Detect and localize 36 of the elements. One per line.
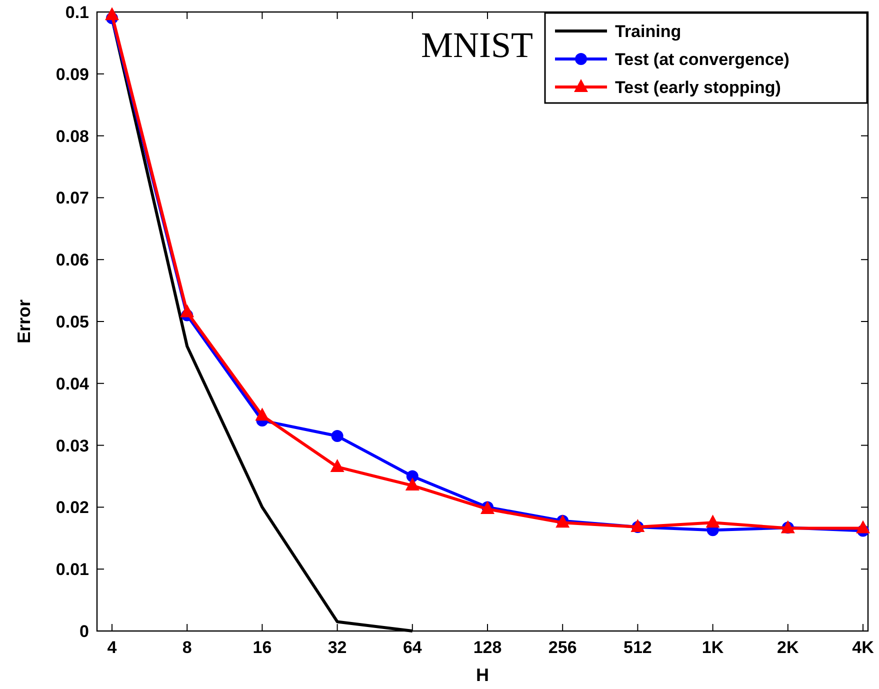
- y-tick-label: 0.09: [56, 64, 89, 84]
- x-tick-label: 128: [473, 638, 502, 657]
- legend-label: Test (at convergence): [615, 50, 790, 69]
- point: [405, 478, 420, 491]
- y-tick-label: 0.08: [56, 126, 89, 146]
- legend-label: Training: [615, 22, 682, 41]
- x-tick-label: 256: [548, 638, 577, 657]
- y-axis-title: Error: [14, 299, 34, 344]
- annotation: MNIST: [420, 25, 533, 65]
- y-tick-label: 0.03: [56, 436, 89, 456]
- legend-label: Test (early stopping): [615, 78, 781, 97]
- point: [331, 430, 344, 442]
- y-tick-label: 0: [80, 622, 89, 641]
- y-tick-label: 0.1: [65, 2, 89, 22]
- y-tick-label: 0.01: [56, 560, 89, 580]
- point: [105, 7, 119, 20]
- y-tick-label: 0.07: [56, 188, 89, 208]
- y-tick-label: 0.05: [56, 312, 89, 332]
- x-tick-label: 4K: [852, 638, 875, 657]
- point: [330, 458, 344, 472]
- y-tick-label: 0.06: [56, 250, 89, 270]
- x-axis-title: H: [476, 665, 489, 685]
- x-tick-label: 64: [402, 638, 422, 657]
- point: [856, 520, 870, 534]
- y-tick-label: 0.02: [56, 498, 89, 518]
- point: [180, 304, 194, 318]
- x-tick-label: 8: [182, 638, 192, 657]
- x-tick-label: 32: [328, 638, 347, 657]
- x-tick-label: 2K: [777, 638, 800, 657]
- x-tick-label: 16: [252, 638, 272, 657]
- y-tick-label: 0.04: [56, 374, 90, 394]
- x-tick-label: 1K: [702, 638, 724, 657]
- point: [706, 514, 720, 528]
- x-tick-label: 4: [107, 638, 118, 657]
- point: [255, 408, 270, 421]
- x-tick-label: 512: [624, 638, 652, 657]
